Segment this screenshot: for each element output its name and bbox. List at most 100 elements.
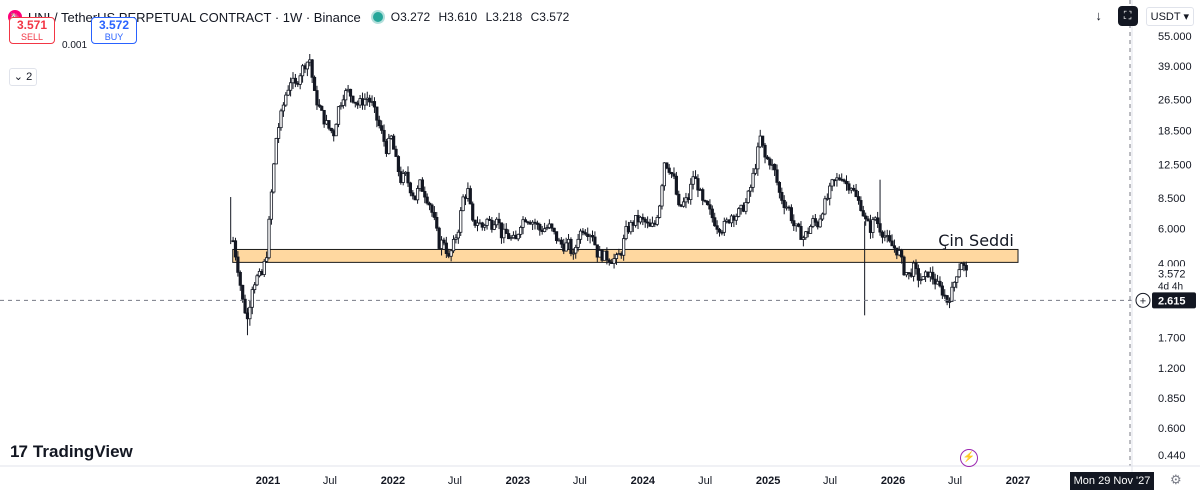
candle-body: [590, 234, 595, 238]
y-tick-label: 26.500: [1158, 94, 1192, 106]
crosshair-date-label: Mon 29 Nov '27: [1070, 472, 1154, 490]
candle-body: [842, 179, 846, 182]
top-right-toolbar: ↓ ⛶ USDT ▾: [1088, 6, 1194, 26]
tradingview-logo[interactable]: 17 TradingView: [10, 442, 133, 462]
candle-body: [327, 120, 331, 129]
candle-body: [583, 232, 587, 235]
candle-body: [669, 172, 674, 175]
sell-label: SELL: [20, 31, 44, 42]
download-icon[interactable]: ↓: [1095, 8, 1102, 23]
candle-body: [334, 123, 338, 137]
candle-body: [672, 173, 676, 177]
candle-body: [859, 200, 863, 211]
candle-body: [866, 218, 870, 222]
candle-body: [763, 144, 767, 158]
x-tick-label: 2026: [881, 475, 905, 487]
candle-body: [322, 109, 326, 125]
time-axis: 2021 Jul 2022 Jul 2023 Jul 2024 Jul 2025 Jul 2026 J…: [0, 465, 1200, 487]
candle-body: [305, 61, 309, 70]
candle-body: [372, 101, 377, 108]
price-axis: 55.000 39.000 26.500 18.500 12.500 8.500 6.000…: [1131, 0, 1192, 490]
candle-body: [780, 191, 784, 201]
x-tick-label: 2025: [756, 475, 780, 487]
candle-body: [751, 172, 755, 188]
candle-body: [667, 167, 671, 173]
candle-body: [423, 191, 427, 198]
candle-body: [368, 97, 372, 103]
currency-select[interactable]: USDT ▾: [1145, 6, 1194, 26]
candle-body: [705, 200, 710, 206]
candle-body: [581, 230, 585, 234]
candle-body: [483, 225, 487, 228]
last-price-label: 3.572: [1158, 268, 1186, 280]
candle-body: [507, 233, 511, 240]
candle-body: [818, 218, 822, 228]
candle-body: [504, 228, 508, 234]
symbol-title[interactable]: UNI / TetherUS PERPETUAL CONTRACT · 1W ·…: [28, 9, 361, 25]
candle-body: [813, 218, 817, 223]
candle-body: [605, 250, 609, 261]
x-tick-label: 2024: [631, 475, 656, 487]
candle-body: [545, 227, 549, 230]
candle-body: [880, 231, 885, 238]
candle-body: [931, 271, 935, 280]
candle-body: [272, 163, 276, 193]
indicators-toggle-button[interactable]: ⌄ 2: [9, 68, 37, 86]
candle-body: [722, 220, 726, 233]
y-tick-label: 12.500: [1158, 160, 1192, 172]
candle-body: [468, 188, 472, 205]
support-zone[interactable]: [232, 248, 1019, 263]
gear-icon[interactable]: ⚙: [1170, 472, 1182, 487]
sell-button[interactable]: 3.571 SELL: [9, 16, 55, 44]
candle-body: [454, 237, 458, 240]
candle-body: [344, 90, 348, 101]
candle-body: [837, 177, 841, 180]
candle-body: [401, 173, 405, 183]
candle-body: [320, 105, 324, 111]
candle-body: [329, 127, 333, 132]
low-value: L3.218: [485, 10, 523, 24]
candle-body: [940, 285, 944, 296]
candle-body: [892, 245, 897, 249]
candle-body: [554, 231, 559, 241]
candle-body: [916, 268, 920, 281]
candle-body: [799, 226, 803, 240]
y-tick-label: 1.700: [1158, 333, 1186, 345]
candle-body: [902, 256, 906, 276]
candle-body: [947, 300, 952, 303]
tradingview-mark-icon: 17: [10, 442, 28, 461]
candle-body: [765, 156, 770, 160]
candle-body: [792, 220, 796, 227]
logo-text: TradingView: [32, 442, 133, 461]
candle-body: [300, 65, 305, 77]
candle-body: [265, 257, 269, 262]
fullscreen-icon[interactable]: ⛶: [1117, 6, 1138, 26]
candle-body: [459, 210, 463, 233]
candle-body: [255, 275, 259, 286]
open-value: O3.272: [390, 10, 431, 24]
candle-body: [269, 191, 274, 220]
candle-body: [962, 263, 966, 266]
x-tick-label: 2021: [256, 475, 280, 487]
candle-body: [938, 280, 942, 287]
candle-body: [660, 185, 664, 207]
lightning-icon[interactable]: ⚡: [960, 449, 978, 467]
buy-label: BUY: [104, 31, 124, 42]
candle-body: [571, 252, 575, 255]
add-alert-icon[interactable]: [1135, 292, 1151, 308]
candle-body: [717, 228, 722, 233]
y-tick-label: 6.000: [1158, 223, 1186, 235]
candle-body: [449, 250, 453, 257]
overlay-lines: [0, 0, 1132, 466]
candle-body: [820, 213, 825, 220]
chevron-down-icon: ▾: [1183, 10, 1189, 23]
candle-body: [348, 88, 353, 97]
candle-body: [248, 306, 252, 320]
candle-body: [782, 199, 786, 208]
candle-body: [559, 239, 563, 245]
candle-body: [641, 216, 645, 220]
buy-button[interactable]: 3.572 BUY: [91, 16, 137, 44]
candle-body: [286, 89, 290, 96]
